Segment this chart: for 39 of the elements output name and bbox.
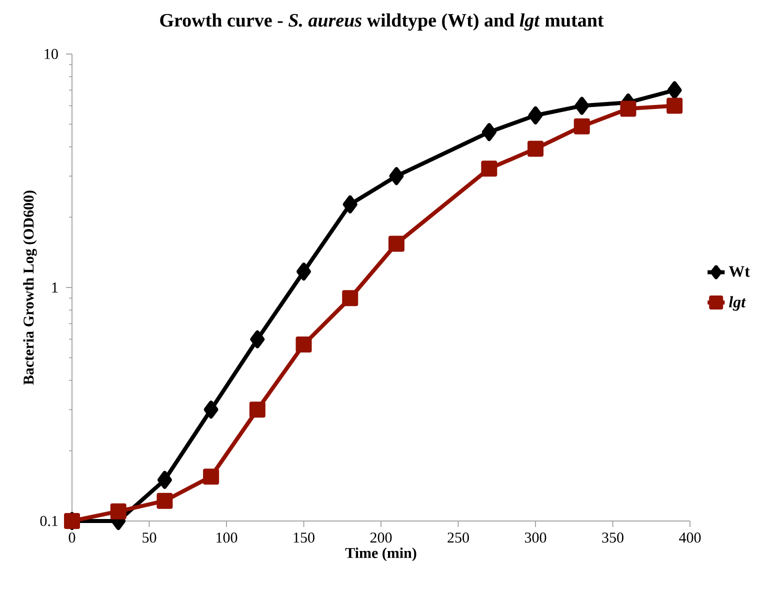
point (296, 336, 312, 353)
x-tick-label: 150 (294, 532, 314, 543)
point (528, 140, 544, 157)
x-tick-label: 300 (524, 532, 546, 543)
point (667, 81, 682, 100)
legend-label: Wt (728, 266, 750, 277)
x-tick-label: 250 (448, 532, 469, 543)
y-tick-label: 10 (44, 48, 58, 60)
point (528, 106, 543, 124)
point (481, 160, 498, 177)
point (249, 402, 266, 418)
x-tick-label: 100 (216, 532, 238, 543)
point (574, 96, 590, 115)
x-tick-label: 200 (370, 532, 392, 543)
x-axis-title: Time (min) (345, 548, 416, 562)
point (620, 100, 636, 117)
point (342, 290, 358, 306)
x-tick-label: 0 (68, 532, 76, 543)
point (388, 236, 404, 252)
y-tick-label: 1 (52, 282, 58, 292)
chart-title: Growth curve - S. aureus wildtype (Wt) and lgt mutant (160, 13, 604, 31)
point (203, 468, 220, 485)
y-axis-title: Bacteria Growth Log (OD600) (23, 190, 37, 385)
point (157, 470, 172, 489)
x-tick-label: 400 (679, 532, 701, 543)
point (389, 167, 404, 186)
point (296, 262, 311, 281)
y-tick-label: 0.1 (40, 516, 58, 526)
point (250, 330, 265, 348)
point (204, 400, 218, 419)
point (574, 118, 590, 134)
point (666, 98, 683, 114)
x-tick-label: 50 (142, 532, 156, 543)
point (110, 503, 126, 520)
point (342, 195, 358, 214)
legend-label: lgt (728, 296, 746, 311)
point (482, 123, 496, 142)
x-tick-label: 350 (602, 532, 624, 543)
point (156, 492, 173, 509)
